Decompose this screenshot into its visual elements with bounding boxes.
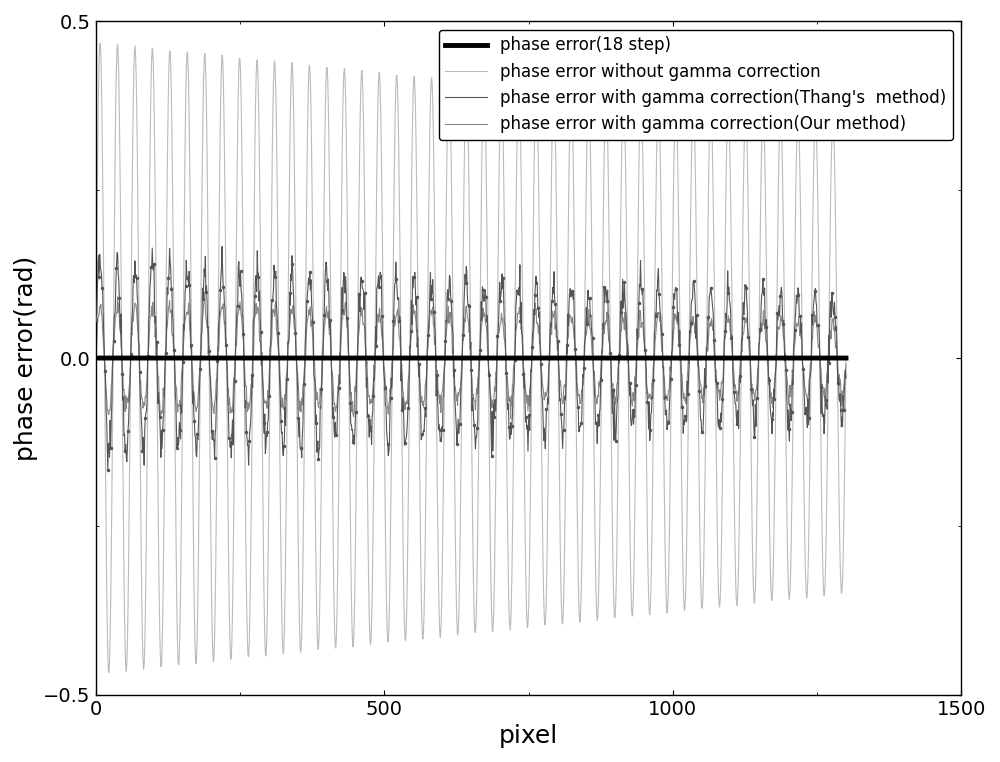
- phase error with gamma correction(Thang's  method): [518, 384, 530, 393]
- phase error(18 step): [554, 354, 566, 363]
- phase error(18 step): [840, 354, 852, 363]
- phase error with gamma correction(Thang's  method): [426, 289, 438, 298]
- phase error without gamma correction: [761, 356, 773, 365]
- phase error with gamma correction(Our method): [505, 415, 517, 424]
- phase error with gamma correction(Our method): [96, 310, 108, 319]
- phase error with gamma correction(Thang's  method): [106, 363, 118, 372]
- phase error with gamma correction(Thang's  method): [90, 315, 102, 324]
- phase error with gamma correction(Thang's  method): [96, 284, 108, 293]
- phase error without gamma correction: [107, 369, 119, 378]
- Legend: phase error(18 step), phase error without gamma correction, phase error with gam: phase error(18 step), phase error withou…: [439, 30, 953, 140]
- phase error without gamma correction: [555, 603, 567, 612]
- phase error with gamma correction(Thang's  method): [761, 347, 773, 357]
- phase error without gamma correction: [97, 163, 109, 172]
- phase error with gamma correction(Thang's  method): [840, 373, 852, 383]
- phase error with gamma correction(Our method): [518, 364, 530, 373]
- phase error without gamma correction: [426, 79, 438, 88]
- phase error with gamma correction(Our method): [555, 390, 567, 399]
- phase error with gamma correction(Thang's  method): [102, 466, 114, 475]
- phase error without gamma correction: [840, 354, 852, 363]
- phase error with gamma correction(Our method): [106, 378, 118, 387]
- Y-axis label: phase error(rad): phase error(rad): [14, 255, 38, 461]
- phase error without gamma correction: [90, 288, 102, 297]
- phase error(18 step): [90, 354, 102, 363]
- Line: phase error with gamma correction(Thang's  method): phase error with gamma correction(Thang'…: [96, 246, 846, 470]
- phase error with gamma correction(Our method): [840, 360, 852, 369]
- phase error without gamma correction: [103, 668, 115, 677]
- phase error(18 step): [96, 354, 108, 363]
- phase error(18 step): [517, 354, 529, 363]
- phase error with gamma correction(Thang's  method): [216, 242, 228, 251]
- phase error with gamma correction(Thang's  method): [555, 416, 567, 425]
- phase error with gamma correction(Our method): [90, 350, 102, 359]
- phase error(18 step): [425, 354, 437, 363]
- phase error without gamma correction: [94, 39, 106, 48]
- Line: phase error with gamma correction(Our method): phase error with gamma correction(Our me…: [96, 292, 846, 419]
- phase error(18 step): [760, 354, 772, 363]
- Line: phase error without gamma correction: phase error without gamma correction: [96, 43, 846, 672]
- phase error with gamma correction(Our method): [426, 310, 438, 319]
- phase error with gamma correction(Our method): [199, 287, 211, 296]
- phase error without gamma correction: [518, 426, 530, 435]
- phase error(18 step): [106, 354, 118, 363]
- X-axis label: pixel: pixel: [499, 724, 558, 748]
- phase error with gamma correction(Our method): [761, 360, 773, 370]
